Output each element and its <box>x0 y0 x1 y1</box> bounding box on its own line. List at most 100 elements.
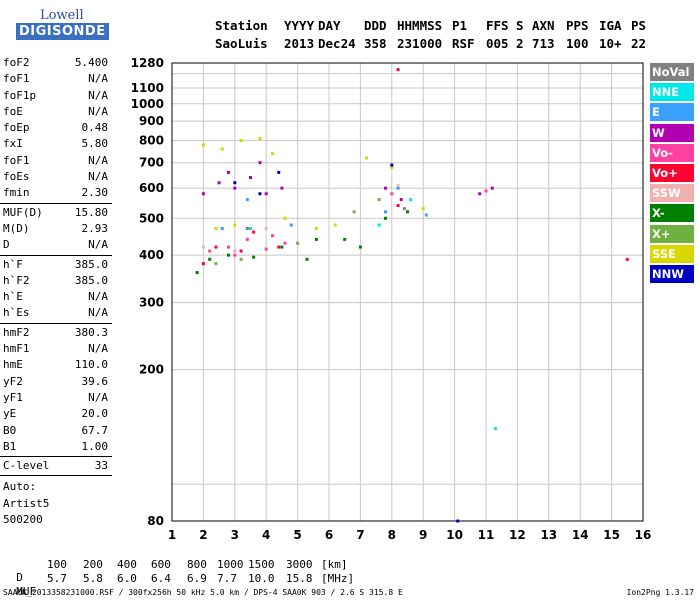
header-value-1: 2013 <box>284 36 315 51</box>
data-point <box>352 210 356 214</box>
data-point <box>493 427 497 431</box>
header-label-0: Station <box>215 18 268 33</box>
param-value: 15.80 <box>74 205 108 219</box>
y-tick-label: 800 <box>139 134 164 148</box>
x-tick-label: 4 <box>262 528 270 542</box>
param-row: fmin 2.30 <box>0 185 112 201</box>
data-point <box>233 249 237 253</box>
distance-value: 400 <box>117 558 137 571</box>
param-row: fxI 5.80 <box>0 136 112 152</box>
parameter-panel: foF2 5.400 foF1 N/A foF1p N/A foE N/A foEp 0.48 fx… <box>0 55 112 477</box>
header-value-7: 2 <box>516 36 524 51</box>
param-value: 2.93 <box>81 221 109 235</box>
param-separator <box>0 254 112 256</box>
logo-text-lowell: Lowell <box>40 8 84 23</box>
param-value: 385.0 <box>74 257 108 271</box>
param-row: foF1p N/A <box>0 88 112 104</box>
y-tick-label: 1280 <box>131 56 164 70</box>
param-value: N/A <box>88 88 108 102</box>
polarization-legend: NoVal NNE E W Vo- Vo+ SSW X- X+ SSE NNW <box>650 63 694 285</box>
data-point <box>314 226 318 230</box>
digisonde-logo: Lowell DIGISONDE <box>6 8 109 48</box>
param-value: 1.00 <box>81 439 109 453</box>
logo-text-digisonde: DIGISONDE <box>16 23 109 40</box>
x-tick-label: 12 <box>509 528 526 542</box>
data-point <box>484 189 488 193</box>
y-tick-label: 80 <box>147 514 164 528</box>
legend-item: X- <box>650 204 694 223</box>
data-point <box>264 226 268 230</box>
muf-value: 5.8 <box>83 572 103 585</box>
data-point <box>396 204 400 208</box>
data-point <box>277 170 281 174</box>
data-point <box>249 176 252 179</box>
x-tick-label: 16 <box>635 528 652 542</box>
data-point <box>396 68 400 72</box>
header-value-11: 22 <box>631 36 647 51</box>
software-version: Ion2Png 1.3.17 <box>626 588 694 597</box>
data-point <box>201 262 205 266</box>
header-label-3: DDD <box>364 18 387 33</box>
param-name: M(D) <box>3 221 30 235</box>
header-label-9: PPS <box>566 18 589 33</box>
header-label-8: AXN <box>532 18 555 33</box>
param-separator <box>0 456 112 458</box>
data-point <box>264 247 268 251</box>
data-point <box>406 210 409 214</box>
data-point <box>396 183 400 187</box>
data-point <box>424 213 428 217</box>
footer-muf-row: MUF 5.7 5.8 6.0 6.4 6.9 7.7 10.0 15.8 [MHz] <box>3 572 354 598</box>
distance-value: [km] <box>321 558 348 571</box>
x-tick-label: 5 <box>293 528 301 542</box>
param-row: B0 67.7 <box>0 423 112 439</box>
legend-item: SSE <box>650 244 694 263</box>
param-row: foF2 5.400 <box>0 55 112 71</box>
muf-value: 7.7 <box>217 572 237 585</box>
param-name: h`Es <box>3 306 30 320</box>
header-label-2: DAY <box>318 18 341 33</box>
data-point <box>214 245 218 249</box>
param-row: MUF(D) 15.80 <box>0 205 112 221</box>
y-tick-label: 500 <box>139 211 164 225</box>
data-point <box>296 241 300 245</box>
y-tick-label: 900 <box>139 114 164 128</box>
data-point <box>421 207 425 211</box>
param-name: h`F2 <box>3 273 30 287</box>
param-value: N/A <box>88 342 108 356</box>
header-value-2: Dec24 <box>318 36 356 51</box>
data-point <box>305 257 309 261</box>
param-separator <box>0 475 112 477</box>
data-point <box>402 207 406 211</box>
param-name: yF2 <box>3 374 23 388</box>
data-point <box>252 255 256 259</box>
distance-value: 1500 <box>248 558 275 571</box>
data-point <box>220 147 224 151</box>
param-row: hmF2 380.3 <box>0 325 112 341</box>
data-point <box>227 253 231 257</box>
data-point <box>289 223 293 227</box>
y-tick-label: 1100 <box>131 81 164 95</box>
legend-item: X+ <box>650 224 694 243</box>
header-value-0: SaoLuis <box>215 36 268 51</box>
data-point <box>201 143 205 147</box>
param-name: foF2 <box>3 56 30 69</box>
param-separator <box>0 322 112 324</box>
param-separator <box>0 202 112 204</box>
data-point <box>625 257 629 261</box>
data-point <box>490 186 494 190</box>
param-row: foF1 N/A <box>0 71 112 87</box>
data-point <box>377 198 381 202</box>
distance-value: 800 <box>187 558 207 571</box>
data-point <box>233 186 237 190</box>
legend-item: NNW <box>650 264 694 283</box>
y-tick-label: 200 <box>139 363 164 377</box>
y-tick-label: 600 <box>139 181 164 195</box>
param-name: hmF1 <box>3 342 30 356</box>
param-row: foEs N/A <box>0 169 112 185</box>
data-point <box>270 152 274 156</box>
data-point <box>390 163 394 167</box>
distance-value: 3000 <box>286 558 313 571</box>
data-point <box>245 198 249 202</box>
auto-line: 500200 <box>3 513 43 526</box>
data-point <box>270 234 274 238</box>
